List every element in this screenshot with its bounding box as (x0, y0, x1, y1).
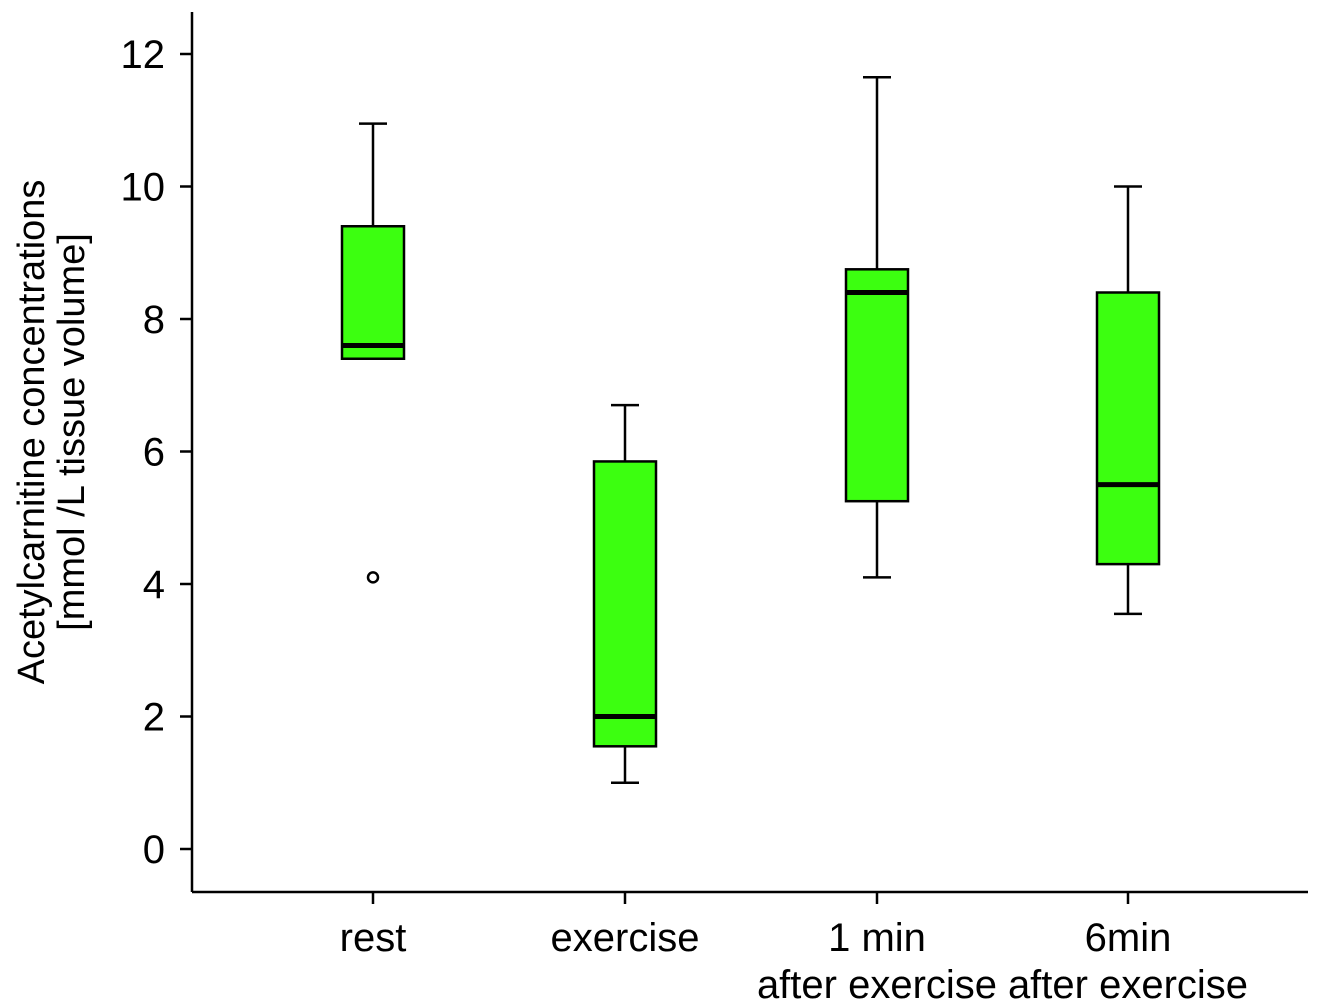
y-axis-title-line-2: [mmol /L tissue volume] (51, 233, 93, 631)
y-tick-label: 2 (143, 696, 165, 740)
y-axis-title-line-1: Acetylcarnitine concentrations (11, 180, 53, 685)
box-group (340, 122, 406, 584)
y-axis-ticks: 0 2 4 6 8 10 12 (121, 33, 192, 872)
y-tick-label: 4 (143, 563, 165, 607)
y-tick-label: 0 (143, 828, 165, 872)
y-tick-label: 12 (121, 33, 166, 77)
y-tick-label: 8 (143, 298, 165, 342)
y-axis-title: Acetylcarnitine concentrations [mmol /L … (11, 180, 93, 685)
box-group (592, 403, 658, 784)
iqr-box (340, 225, 406, 360)
iqr-box (1095, 291, 1161, 566)
box-series (340, 75, 1161, 784)
y-tick-label: 6 (143, 431, 165, 475)
iqr-box (592, 460, 658, 748)
box-group (1095, 185, 1161, 616)
box-group (844, 75, 910, 579)
x-category-label: 1 min (828, 916, 926, 960)
y-tick-label: 10 (121, 166, 166, 210)
x-category-label: exercise (551, 916, 700, 960)
outlier-point (366, 571, 380, 584)
x-category-label: rest (340, 916, 407, 960)
iqr-box (844, 268, 910, 503)
x-category-label: after exercise (757, 963, 997, 999)
x-category-label: after exercise (1008, 963, 1248, 999)
x-category-label: 6min (1085, 916, 1172, 960)
